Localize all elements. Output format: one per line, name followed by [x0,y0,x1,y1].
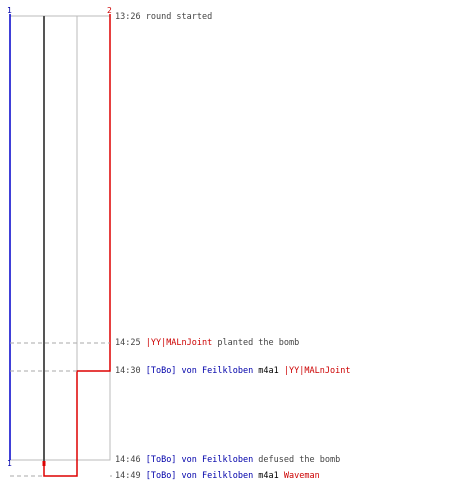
team-red-path [43,14,111,477]
event-text: planted the bomb [212,338,300,348]
left-axis-label: 1 [7,6,12,15]
player-name: [ToBo] von Feilkloben [145,471,254,481]
event-row: 14:49 [ToBo] von Feilkloben m4a1 Waveman [115,470,320,482]
bottom-axis-label: 1 [7,459,12,468]
player-name: Waveman [283,471,320,481]
weapon-name: m4a1 [253,366,284,376]
event-text: defused the bomb [253,455,341,465]
red-marker [42,461,46,466]
event-time: 13:26 [115,12,141,22]
event-time: 14:30 [115,366,141,376]
event-time: 14:49 [115,471,141,481]
event-row: 14:30 [ToBo] von Feilkloben m4a1 |YY|MAL… [115,365,350,377]
event-text: round started [145,12,213,22]
event-row: 14:25 |YY|MALnJoint planted the bomb [115,337,299,349]
event-row: 14:46 [ToBo] von Feilkloben defused the … [115,454,340,466]
grid-frame [9,15,111,461]
player-name: |YY|MALnJoint [145,338,213,348]
weapon-name: m4a1 [253,471,284,481]
event-time: 14:25 [115,338,141,348]
right-axis-label: 2 [107,6,112,15]
event-time: 14:46 [115,455,141,465]
player-name: [ToBo] von Feilkloben [145,455,254,465]
event-row: 13:26 round started [115,11,212,23]
player-name: [ToBo] von Feilkloben [145,366,254,376]
player-name: |YY|MALnJoint [283,366,351,376]
